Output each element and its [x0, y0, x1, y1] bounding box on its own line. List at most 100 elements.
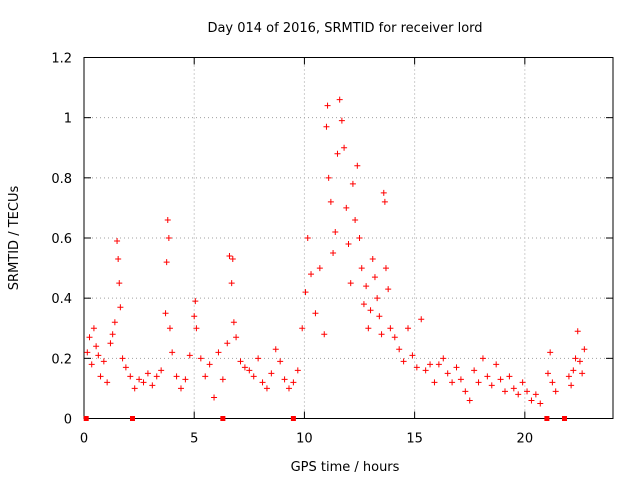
data-point — [95, 352, 102, 359]
data-point — [422, 367, 429, 374]
data-point — [462, 388, 469, 395]
data-point — [374, 295, 381, 302]
data-point — [360, 301, 367, 308]
data-point — [119, 355, 126, 362]
grid-layer — [84, 57, 613, 419]
data-point — [405, 325, 412, 332]
y-tick-label: 0.4 — [51, 292, 72, 307]
data-point — [334, 150, 341, 157]
data-point — [382, 265, 389, 272]
data-point — [229, 256, 236, 263]
data-point — [524, 388, 531, 395]
data-point — [144, 370, 151, 377]
gap-marker — [290, 416, 296, 421]
data-point — [215, 349, 222, 356]
x-tick-label: 20 — [517, 432, 534, 447]
data-point — [579, 370, 586, 377]
data-point — [312, 310, 319, 317]
data-point — [111, 319, 118, 326]
data-point — [449, 379, 456, 386]
data-point — [191, 313, 198, 320]
data-point — [572, 355, 579, 362]
data-point — [570, 367, 577, 374]
data-point — [325, 174, 332, 181]
data-point — [122, 364, 129, 371]
data-point — [233, 334, 240, 341]
data-point — [488, 382, 495, 389]
y-tick-label: 1.2 — [51, 52, 72, 67]
data-point — [93, 343, 100, 350]
data-point — [88, 361, 95, 368]
data-point — [549, 379, 556, 386]
data-point — [177, 385, 184, 392]
data-point — [165, 235, 172, 241]
data-point — [341, 144, 348, 151]
x-tick-label: 5 — [190, 432, 198, 447]
data-point — [272, 346, 279, 353]
data-point — [166, 325, 173, 332]
data-point — [140, 379, 147, 386]
data-point — [475, 379, 482, 386]
data-point — [224, 340, 231, 347]
data-point — [413, 364, 420, 371]
data-point — [528, 397, 535, 404]
x-tick-label: 15 — [406, 432, 423, 447]
data-point — [104, 379, 111, 386]
data-point — [90, 325, 97, 332]
data-point — [163, 259, 170, 266]
data-point — [100, 358, 107, 365]
data-point — [466, 397, 473, 404]
data-point — [371, 274, 378, 281]
data-point — [576, 358, 583, 365]
data-point — [444, 370, 451, 377]
data-point — [532, 391, 539, 398]
data-point — [519, 379, 526, 386]
data-point — [347, 280, 354, 287]
data-point — [127, 373, 134, 380]
data-point — [107, 340, 114, 347]
data-point — [400, 358, 407, 365]
data-point — [336, 96, 343, 103]
data-point — [324, 102, 331, 109]
data-point — [332, 228, 339, 235]
data-point — [290, 379, 297, 386]
data-point — [418, 316, 425, 323]
data-point — [363, 283, 370, 290]
data-point — [237, 358, 244, 365]
data-point — [206, 361, 213, 368]
data-point — [327, 198, 334, 205]
data-point — [369, 256, 376, 263]
data-point — [431, 379, 438, 386]
y-tick-label: 0.6 — [51, 232, 72, 247]
data-point — [169, 349, 176, 356]
data-point — [84, 349, 91, 356]
data-point — [164, 216, 171, 223]
data-point — [86, 334, 93, 341]
data-point — [115, 256, 122, 263]
data-point — [158, 367, 165, 374]
gap-layer — [83, 416, 568, 421]
data-point — [228, 280, 235, 287]
data-point — [211, 394, 218, 401]
data-point — [574, 328, 581, 335]
data-point — [385, 286, 392, 293]
y-tick-label: 0 — [64, 413, 72, 428]
data-point — [316, 265, 323, 272]
x-axis-label: GPS time / hours — [291, 460, 400, 475]
y-tick-label: 0.2 — [51, 352, 72, 367]
data-point — [182, 376, 189, 383]
data-point — [281, 376, 288, 383]
data-point — [356, 235, 363, 241]
data-point — [581, 346, 588, 353]
data-point — [153, 373, 160, 380]
data-point — [391, 334, 398, 341]
data-point — [226, 253, 233, 260]
data-point — [241, 364, 248, 371]
data-point — [192, 298, 199, 305]
data-point — [109, 331, 116, 338]
data-point — [409, 352, 416, 359]
data-point — [219, 376, 226, 383]
data-point — [354, 162, 361, 169]
chart-title: Day 014 of 2016, SRMTID for receiver lor… — [207, 21, 482, 36]
data-point — [367, 307, 374, 314]
